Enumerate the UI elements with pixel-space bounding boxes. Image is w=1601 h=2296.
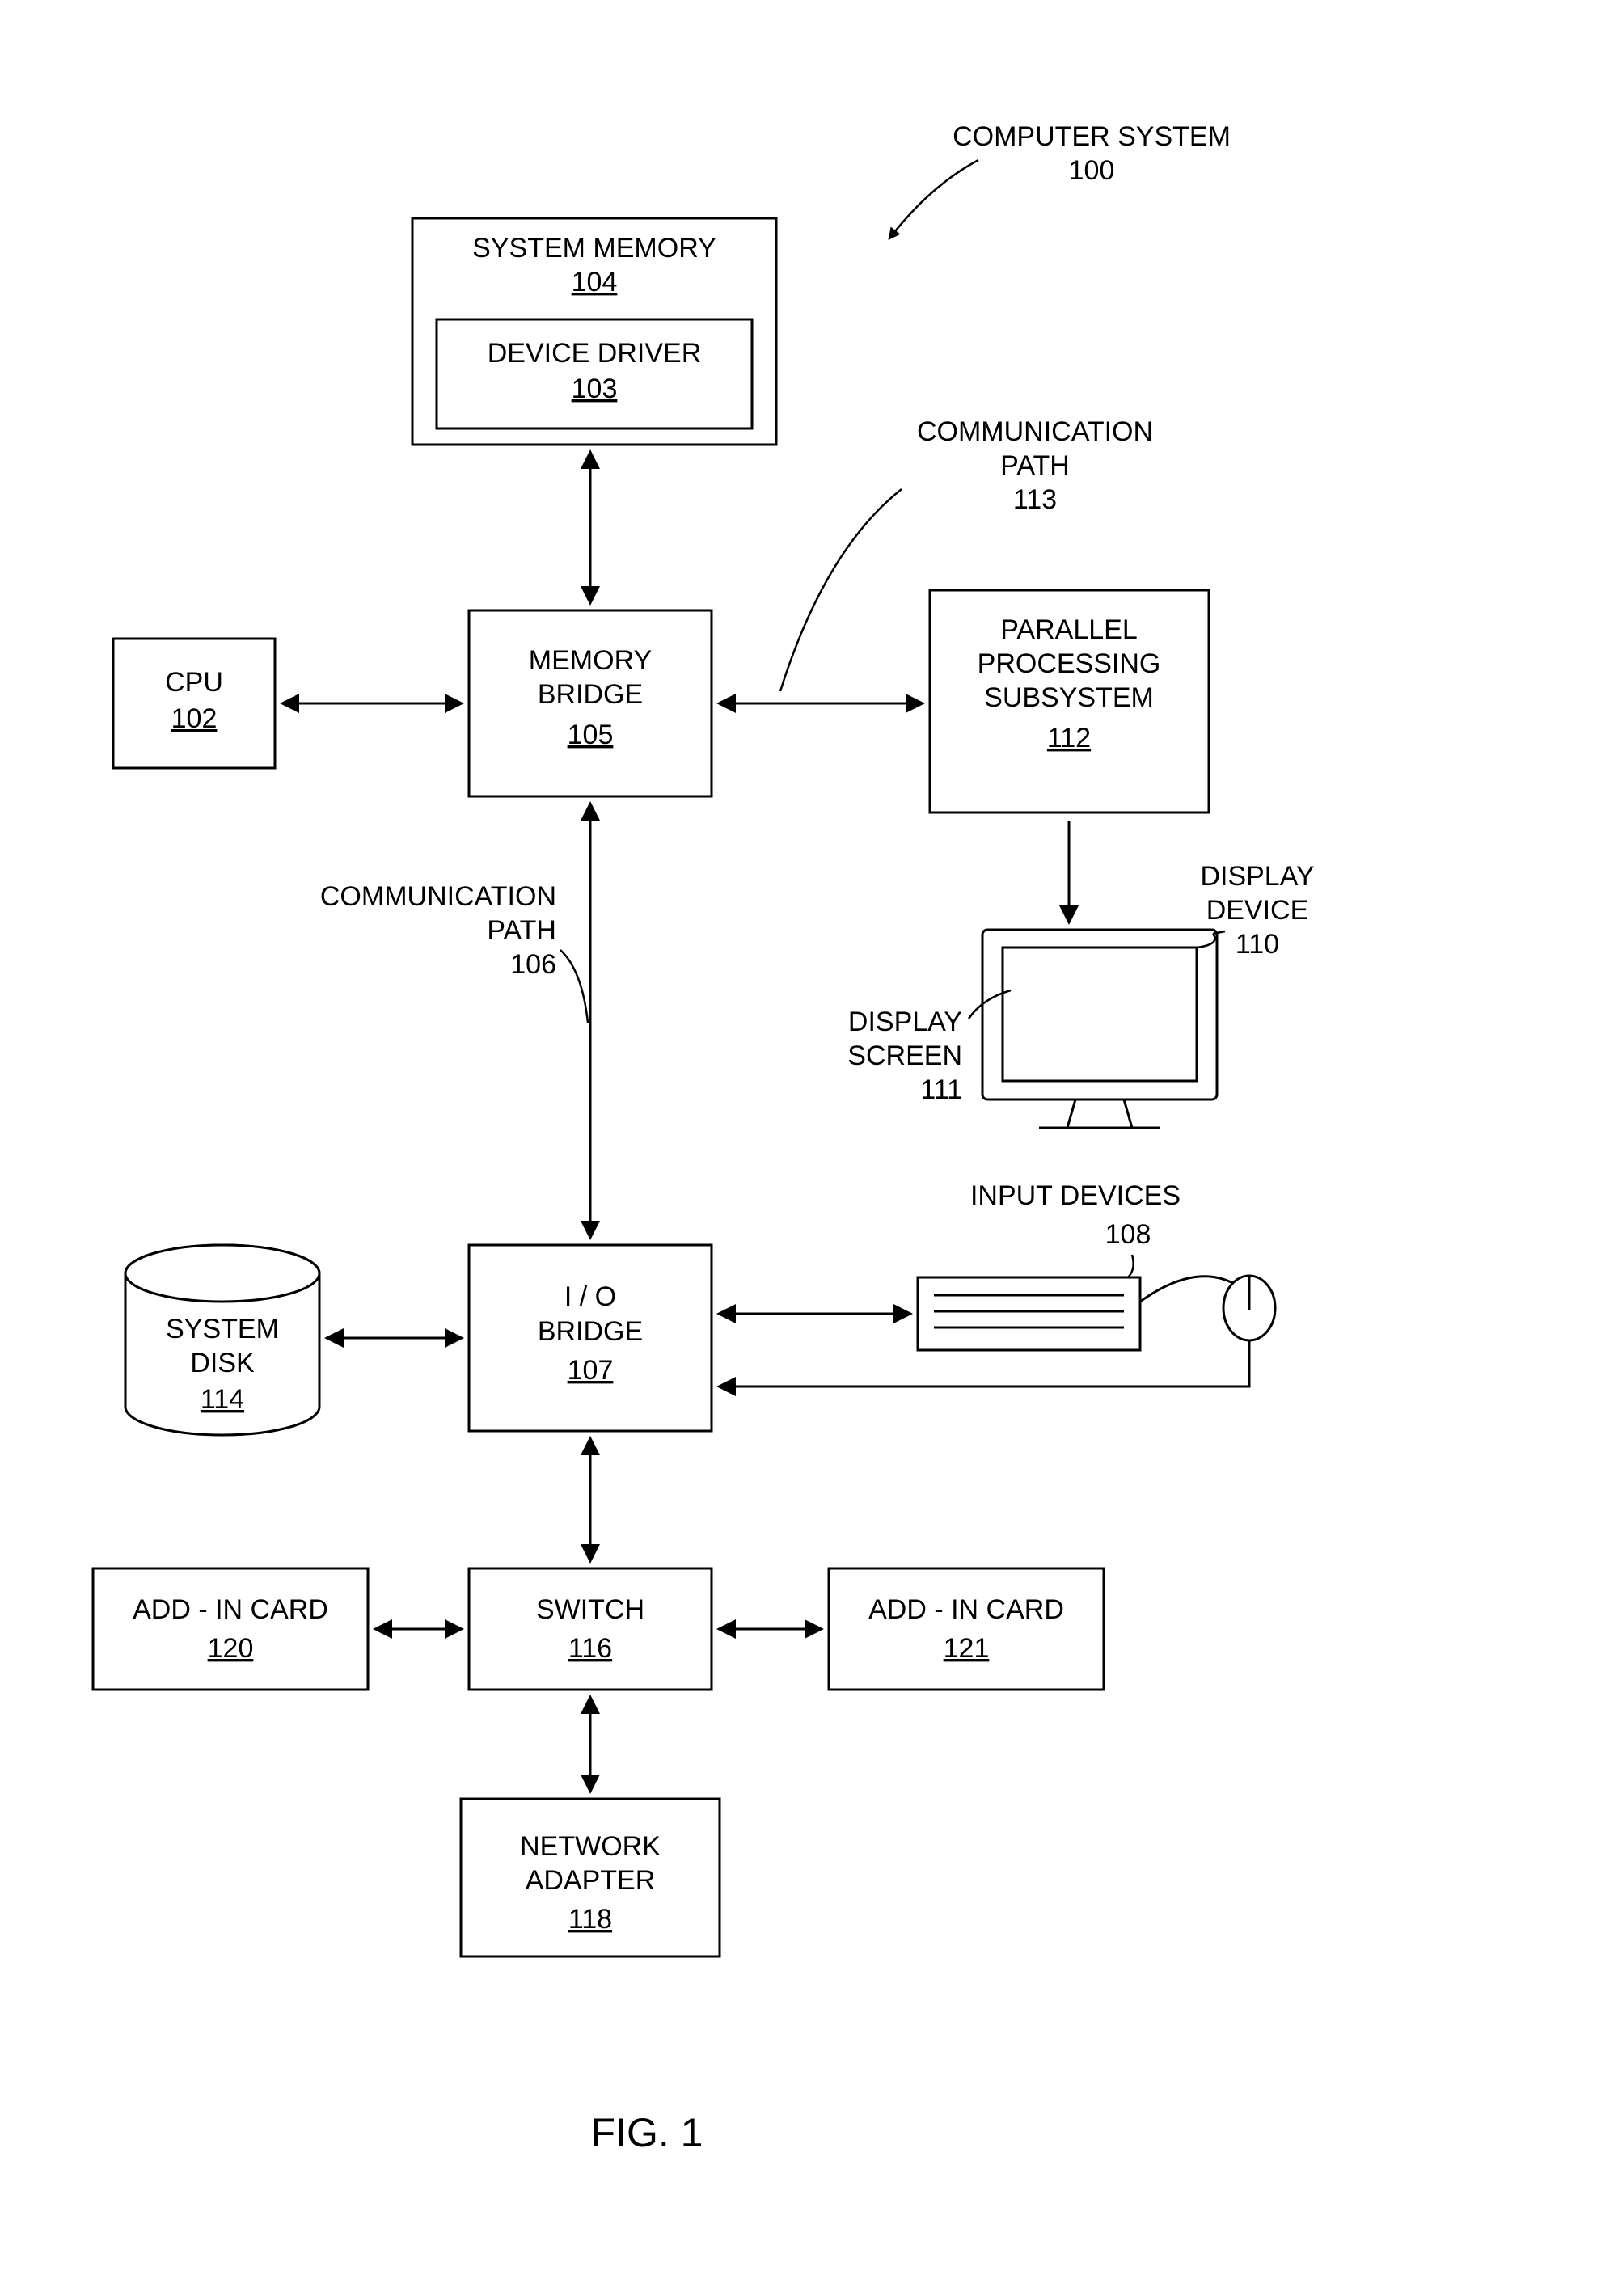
svg-text:106: 106 [510, 949, 556, 980]
svg-text:118: 118 [568, 1904, 612, 1935]
svg-text:DISK: DISK [190, 1348, 255, 1378]
node-memory-bridge: MEMORY BRIDGE 105 [469, 610, 712, 796]
svg-text:108: 108 [1105, 1219, 1151, 1250]
svg-text:I / O: I / O [564, 1281, 616, 1312]
svg-text:111: 111 [920, 1074, 962, 1105]
node-addin-card-120: ADD - IN CARD 120 [93, 1568, 368, 1690]
svg-text:PATH: PATH [1000, 450, 1070, 481]
system-diagram: COMPUTER SYSTEM 100 SYSTEM MEMORY 104 DE… [0, 0, 1601, 2296]
svg-text:MEMORY: MEMORY [529, 645, 652, 676]
svg-text:DEVICE: DEVICE [1206, 895, 1309, 926]
annotation-comm-path-106: COMMUNICATION PATH 106 [320, 881, 588, 1023]
svg-text:110: 110 [1236, 929, 1279, 960]
svg-text:NETWORK: NETWORK [520, 1831, 661, 1862]
title-annotation: COMPUTER SYSTEM 100 [889, 121, 1231, 238]
svg-text:COMMUNICATION: COMMUNICATION [917, 416, 1153, 447]
node-cpu: CPU 102 [113, 639, 275, 768]
svg-text:114: 114 [201, 1384, 244, 1415]
svg-text:105: 105 [568, 720, 614, 750]
annotation-input-devices: INPUT DEVICES 108 [970, 1180, 1181, 1277]
svg-text:DISPLAY: DISPLAY [1200, 861, 1314, 892]
node-device-driver: DEVICE DRIVER 103 [437, 319, 752, 428]
svg-text:100: 100 [1069, 155, 1115, 186]
svg-text:CPU: CPU [165, 667, 223, 698]
node-io-bridge: I / O BRIDGE 107 [469, 1245, 712, 1431]
svg-text:PROCESSING: PROCESSING [978, 648, 1161, 679]
display-device-icon [982, 930, 1217, 1128]
svg-text:DISPLAY: DISPLAY [848, 1007, 962, 1037]
node-pps: PARALLEL PROCESSING SUBSYSTEM 112 [930, 590, 1209, 812]
svg-text:SCREEN: SCREEN [847, 1040, 962, 1071]
svg-text:SYSTEM: SYSTEM [166, 1314, 279, 1344]
svg-text:SUBSYSTEM: SUBSYSTEM [984, 682, 1154, 713]
svg-text:102: 102 [171, 703, 218, 734]
node-switch: SWITCH 116 [469, 1568, 712, 1690]
input-devices-icon [720, 1276, 1275, 1386]
svg-text:DEVICE DRIVER: DEVICE DRIVER [488, 338, 702, 369]
svg-text:ADAPTER: ADAPTER [526, 1865, 656, 1896]
svg-text:104: 104 [572, 267, 618, 298]
svg-text:COMMUNICATION: COMMUNICATION [320, 881, 556, 912]
node-network-adapter: NETWORK ADAPTER 118 [461, 1799, 720, 1956]
svg-text:INPUT DEVICES: INPUT DEVICES [970, 1180, 1181, 1211]
svg-text:SWITCH: SWITCH [536, 1594, 644, 1625]
svg-text:113: 113 [1013, 484, 1057, 515]
svg-text:107: 107 [568, 1355, 614, 1386]
svg-text:COMPUTER SYSTEM: COMPUTER SYSTEM [953, 121, 1231, 152]
svg-text:103: 103 [572, 374, 618, 404]
node-addin-card-121: ADD - IN CARD 121 [829, 1568, 1104, 1690]
svg-text:PARALLEL: PARALLEL [1000, 614, 1137, 645]
figure-label: FIG. 1 [591, 2110, 703, 2155]
svg-text:BRIDGE: BRIDGE [538, 1316, 643, 1347]
svg-text:116: 116 [568, 1633, 612, 1664]
svg-text:BRIDGE: BRIDGE [538, 679, 643, 710]
svg-text:112: 112 [1047, 723, 1091, 753]
node-system-disk: SYSTEM DISK 114 [125, 1245, 319, 1435]
svg-text:SYSTEM MEMORY: SYSTEM MEMORY [472, 233, 716, 264]
svg-text:ADD - IN CARD: ADD - IN CARD [868, 1594, 1064, 1625]
svg-text:ADD - IN CARD: ADD - IN CARD [133, 1594, 328, 1625]
svg-text:121: 121 [944, 1633, 990, 1664]
svg-text:120: 120 [208, 1633, 254, 1664]
svg-text:PATH: PATH [487, 915, 556, 946]
